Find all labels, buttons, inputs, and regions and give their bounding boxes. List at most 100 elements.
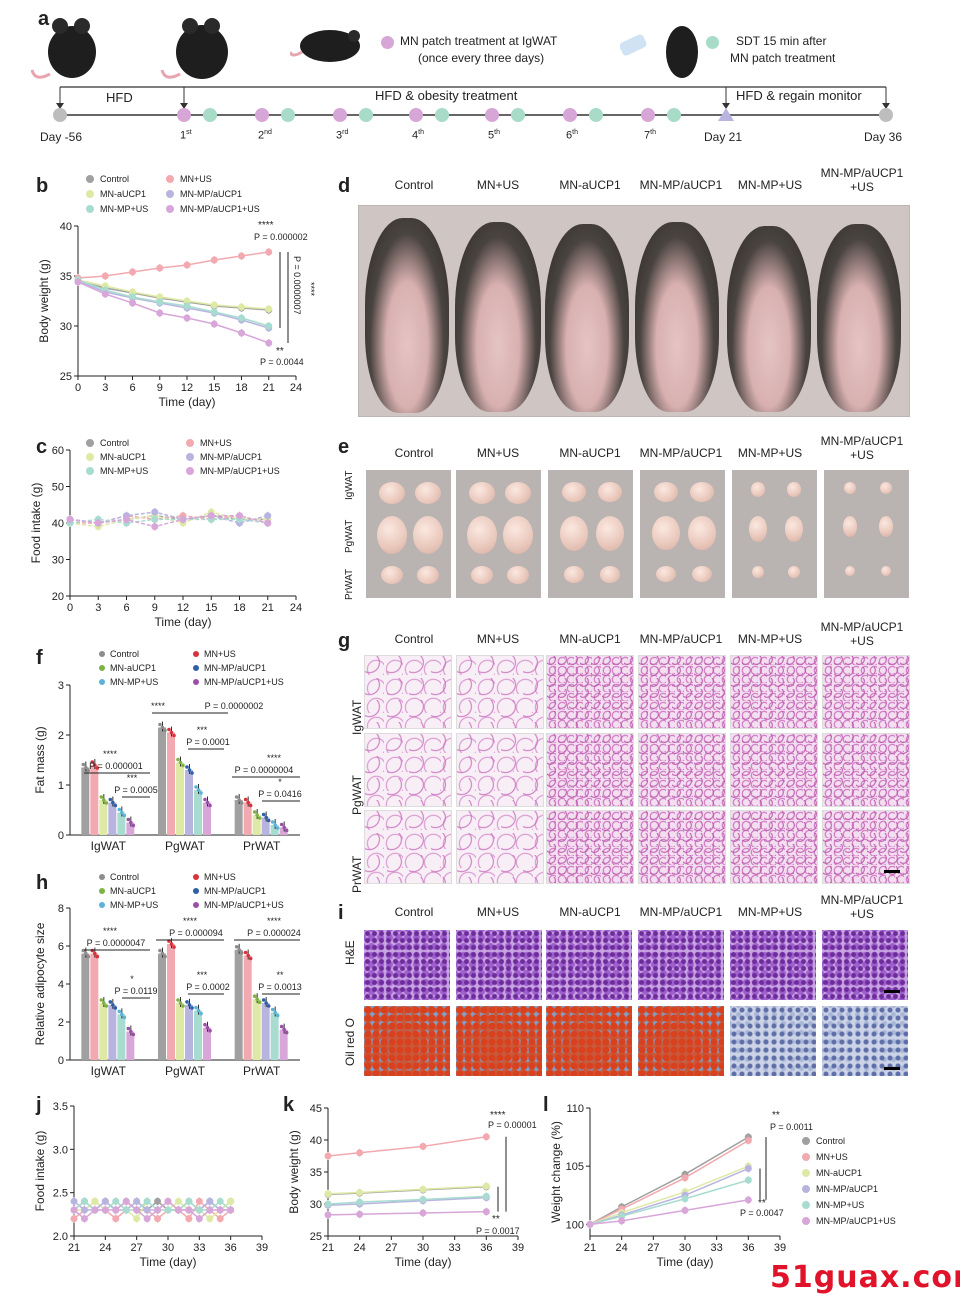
data-point <box>156 293 164 301</box>
legend-marker <box>193 651 199 657</box>
data-point <box>143 1206 151 1214</box>
fat-depot-left <box>843 482 857 495</box>
fat-depot-right <box>599 566 621 583</box>
data-point <box>265 248 273 256</box>
data-point <box>265 322 273 330</box>
data-point <box>81 948 86 953</box>
data-point <box>187 1003 192 1007</box>
fat-photo-tile <box>732 470 817 598</box>
dose-sdt-dot <box>203 108 217 122</box>
dose-patch-dot <box>333 108 347 122</box>
data-point <box>154 1215 162 1223</box>
x-tick-label: 15 <box>205 602 217 614</box>
timeline-day21: Day 21 <box>704 130 743 144</box>
chart-adipocyte-size: 0 2 4 6 8 Relative adipocyte size IgWAT PgWAT Pr… <box>33 872 302 1078</box>
y-tick-label: 35 <box>60 271 72 283</box>
legend-marker <box>99 679 105 685</box>
bar <box>117 1014 126 1060</box>
legend-label: MN+US <box>200 438 232 448</box>
data-point <box>101 290 109 298</box>
bar <box>176 762 184 835</box>
data-point <box>99 795 104 799</box>
data-point <box>120 1012 124 1017</box>
data-point <box>266 1004 271 1008</box>
legend-marker <box>193 888 199 894</box>
fat-depot-right <box>787 566 801 579</box>
y-tick-label: 25 <box>60 371 72 383</box>
fat-depot-left <box>561 482 587 503</box>
x-tick-label: 36 <box>480 1242 492 1254</box>
fat-depot-left <box>654 482 678 502</box>
liver-he-tile <box>822 930 908 1000</box>
data-point <box>239 951 244 955</box>
significance-stars: *** <box>127 773 138 783</box>
timeline-day-start: Day -56 <box>40 130 83 144</box>
significance-stars: **** <box>267 916 282 926</box>
series-line <box>327 1210 487 1216</box>
timeline-axis <box>53 86 893 122</box>
bar <box>158 727 166 835</box>
data-point <box>196 1008 201 1013</box>
x-tick-label: IgWAT <box>91 1064 127 1078</box>
data-point <box>195 1215 203 1223</box>
legend-label: MN-MP+US <box>816 1200 864 1210</box>
data-point <box>169 730 174 735</box>
i-scale-bar-he <box>884 990 900 993</box>
data-point <box>181 1004 185 1008</box>
data-point <box>261 812 266 817</box>
data-point <box>102 798 106 802</box>
legend-label: MN-MP/aUCP1+US <box>204 677 284 687</box>
fat-depot-left <box>845 566 855 576</box>
undefined-column-label: MN-MP/aUCP1 <box>639 446 723 460</box>
data-point <box>151 523 159 531</box>
liver-he-tile <box>364 930 450 1000</box>
fat-photo-tile <box>366 470 451 598</box>
fat-depot-left <box>655 566 677 583</box>
data-point <box>174 1206 182 1214</box>
bar <box>261 817 270 835</box>
undefined-column-label: MN-MP+US <box>737 905 803 919</box>
data-point <box>356 1149 364 1157</box>
data-point <box>264 1001 268 1005</box>
liver-oil-red-tile <box>822 1006 908 1076</box>
y-tick-label: 0 <box>58 1055 64 1067</box>
bar <box>270 1012 279 1060</box>
x-tick-label: 21 <box>584 1242 596 1254</box>
bar <box>185 770 193 835</box>
panel-letter-h: h <box>36 872 49 894</box>
timeline-regain-label: HFD & regain monitor <box>736 88 862 103</box>
panel-letter-d: d <box>338 175 351 197</box>
data-point <box>126 817 131 822</box>
series-line <box>77 279 269 327</box>
data-point <box>129 268 136 276</box>
panel-letter-e: e <box>338 436 350 458</box>
data-point <box>265 339 273 347</box>
x-tick-label: 15 <box>208 382 220 394</box>
fat-depot-left <box>471 566 493 584</box>
data-point <box>419 1209 427 1217</box>
y-tick-label: 2 <box>58 1017 64 1029</box>
fat-depot-right <box>417 566 439 584</box>
legend-marker <box>802 1217 810 1225</box>
data-point <box>133 1215 141 1223</box>
data-point <box>176 757 180 762</box>
data-point <box>94 519 102 527</box>
x-axis-label: Time (day) <box>395 1255 452 1269</box>
data-point <box>158 722 162 727</box>
fat-depot-left <box>563 566 585 583</box>
y-axis-label: Food intake (g) <box>33 1131 47 1212</box>
data-point <box>113 1006 118 1010</box>
data-point <box>284 1030 289 1035</box>
bar <box>243 802 252 835</box>
data-point <box>216 1215 224 1223</box>
adipose-histology-tile <box>730 655 818 729</box>
fat-depot-right <box>597 482 623 503</box>
x-tick-label: 30 <box>162 1242 174 1254</box>
p-value: P = 0.000002 <box>254 232 308 242</box>
legend-label: Control <box>110 649 139 659</box>
data-point <box>156 264 164 272</box>
dose-sdt-dot <box>359 108 373 122</box>
y-tick-label: 105 <box>566 1161 584 1173</box>
data-point <box>101 1197 109 1205</box>
g-row-label-prwat: PrWAT <box>350 855 364 893</box>
